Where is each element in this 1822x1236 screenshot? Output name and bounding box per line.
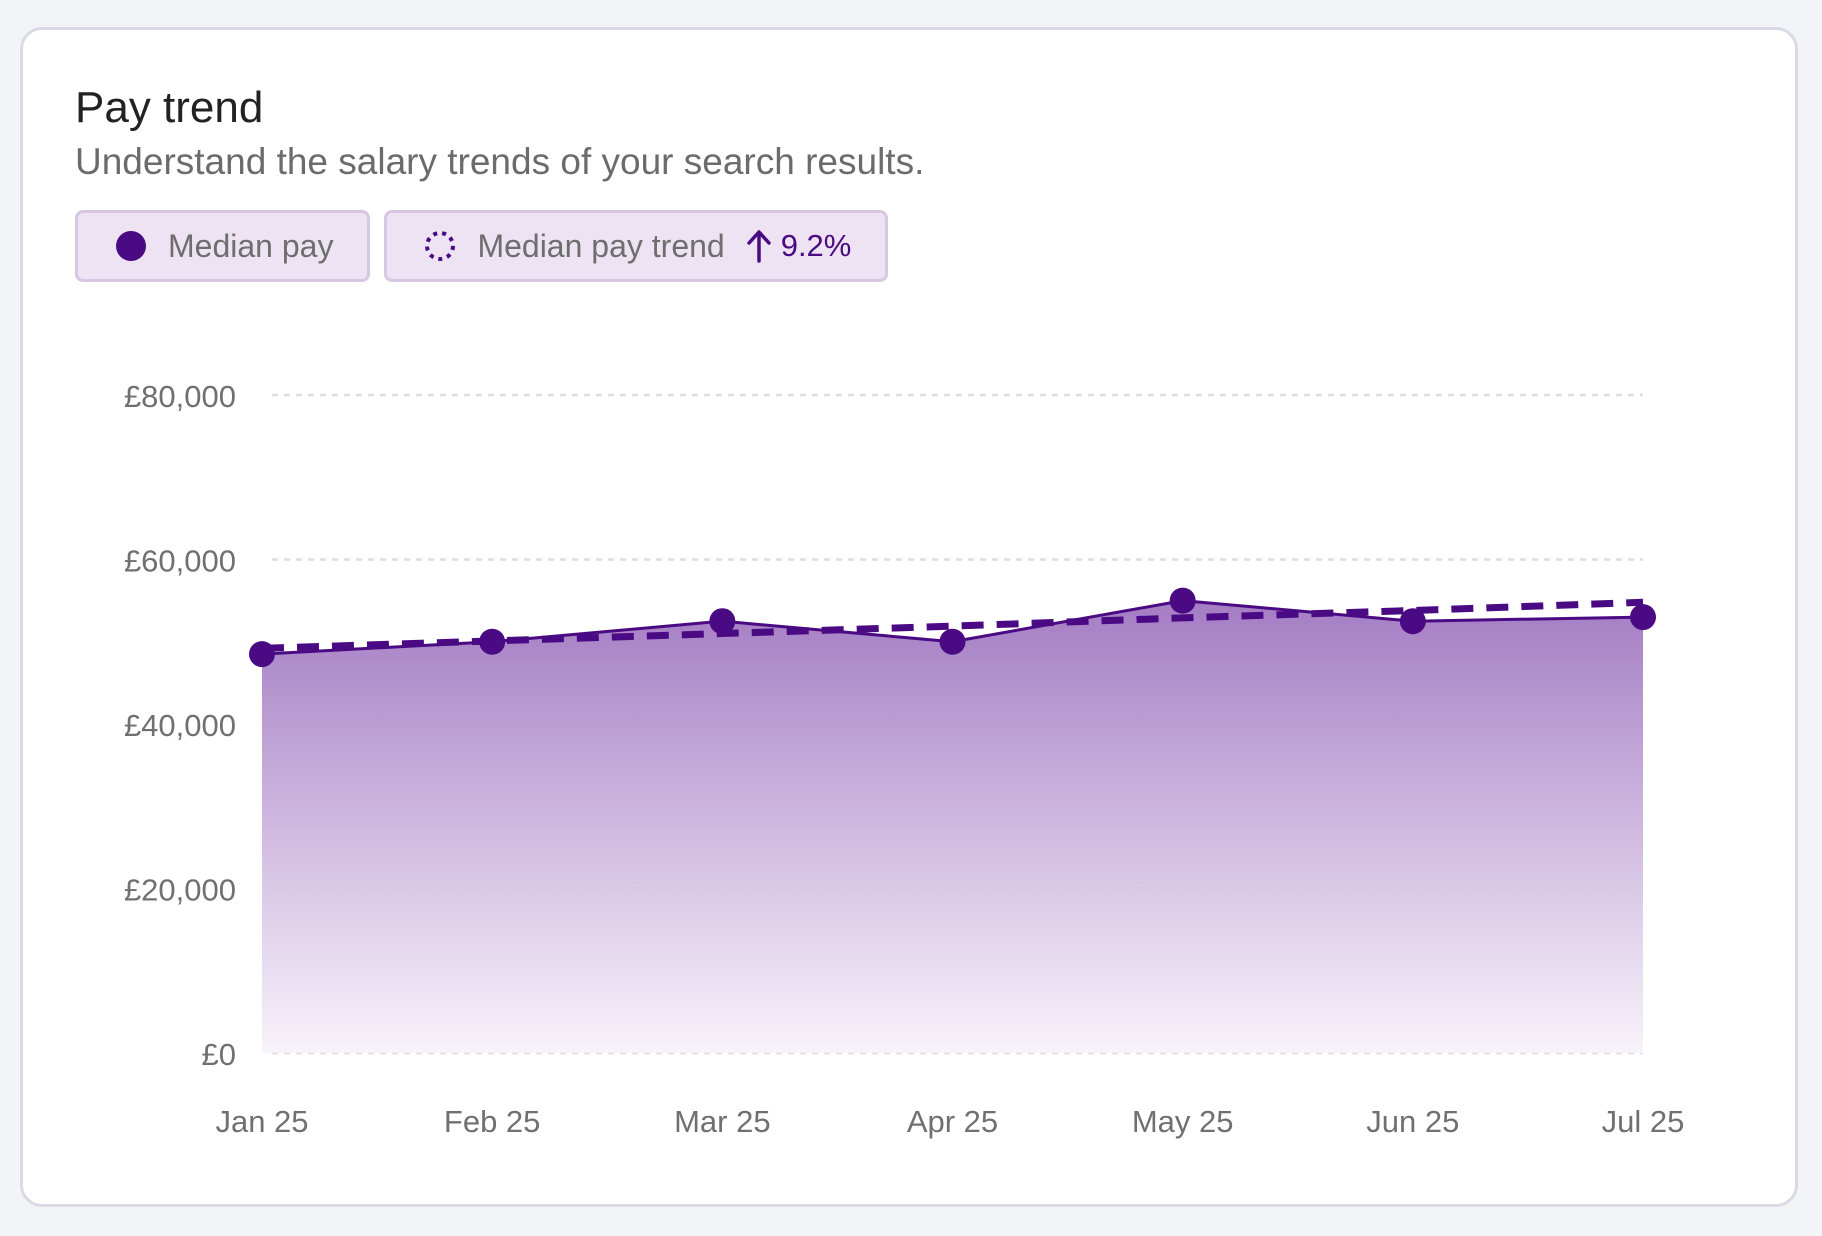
legend-median-pay-trend[interactable]: Median pay trend 9.2%	[384, 210, 889, 282]
arrow-up-icon	[746, 230, 771, 263]
x-tick-label: Jun 25	[1366, 1104, 1459, 1139]
chart-legend: Median pay Median pay trend 9.2%	[75, 210, 889, 282]
median-pay-area	[262, 600, 1643, 1053]
y-tick-label: £20,000	[124, 873, 236, 908]
card-subtitle: Understand the salary trends of your sea…	[75, 141, 925, 182]
median-pay-point	[479, 628, 506, 655]
legend-median-pay-label: Median pay	[168, 227, 334, 264]
median-pay-point	[939, 628, 966, 655]
x-tick-label: Jan 25	[215, 1104, 308, 1139]
median-pay-point	[709, 608, 736, 635]
x-tick-label: Apr 25	[907, 1104, 998, 1139]
trend-change-badge: 9.2%	[746, 228, 852, 264]
y-tick-label: £60,000	[124, 544, 236, 579]
x-tick-label: Feb 25	[444, 1104, 541, 1139]
x-tick-label: Mar 25	[674, 1104, 770, 1139]
median-pay-point	[1399, 608, 1426, 635]
x-tick-label: May 25	[1132, 1104, 1234, 1139]
y-tick-label: £80,000	[124, 379, 236, 414]
median-pay-point	[1630, 604, 1656, 631]
median-pay-point	[249, 641, 275, 668]
y-tick-label: £40,000	[124, 708, 236, 743]
median-pay-point	[1169, 587, 1196, 614]
x-tick-label: Jul 25	[1602, 1104, 1685, 1139]
dotted-circle-icon	[423, 229, 457, 263]
legend-trend-label: Median pay trend	[477, 227, 725, 264]
card-title: Pay trend	[75, 83, 264, 132]
legend-median-pay[interactable]: Median pay	[75, 210, 371, 282]
y-tick-label: £0	[202, 1037, 236, 1072]
solid-dot-icon	[114, 229, 148, 263]
trend-change-value: 9.2%	[780, 228, 852, 263]
